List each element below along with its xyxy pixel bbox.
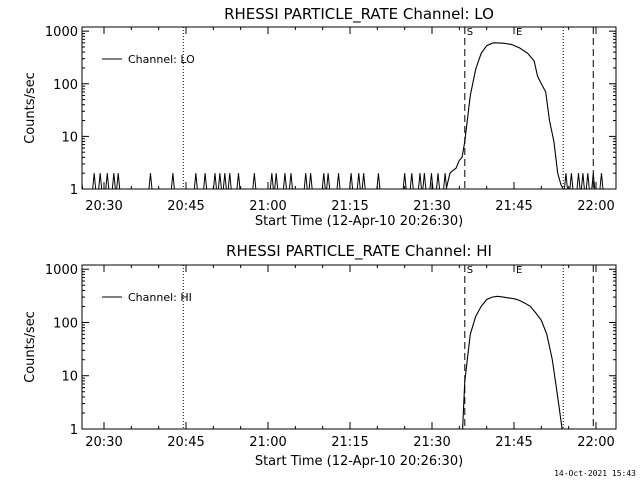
noise-spike <box>422 173 427 189</box>
marker-e: E <box>516 265 522 276</box>
noise-spike <box>599 173 604 189</box>
marker-e: E <box>516 27 522 38</box>
noise-spike <box>98 173 103 189</box>
y-tick-label: 1 <box>70 423 78 438</box>
y-tick-label: 100 <box>53 78 78 93</box>
noise-spike <box>376 173 381 189</box>
noise-spike <box>402 173 407 189</box>
chart-title: RHESSI PARTICLE_RATE Channel: LO <box>224 5 494 24</box>
x-tick-label: 21:30 <box>413 199 450 214</box>
noise-spike <box>269 173 274 189</box>
noise-spike <box>170 173 175 189</box>
legend-label: Channel: HI <box>128 291 192 304</box>
data-group <box>56 42 604 189</box>
legend-label: Channel: LO <box>128 53 195 66</box>
chart-panel-2: RHESSI PARTICLE_RATE Channel: HI 20:30 20:… <box>23 242 617 469</box>
x-tick-label: 20:30 <box>85 435 122 450</box>
plot-frame <box>81 26 617 190</box>
y-tick-label: 100 <box>53 316 78 331</box>
x-tick-label: 22:00 <box>577 435 614 450</box>
noise-spike <box>591 173 596 189</box>
y-tick-label: 1 <box>70 183 78 198</box>
noise-spike <box>227 173 232 189</box>
x-tick-label: 21:45 <box>495 199 532 214</box>
plot-frame <box>81 264 617 430</box>
noise-spike <box>361 173 366 189</box>
noise-spike <box>336 173 341 189</box>
x-tick-label: 21:00 <box>249 435 286 450</box>
noise-spike <box>417 173 422 189</box>
noise-spike <box>56 173 59 189</box>
marker-s: S <box>467 27 473 38</box>
noise-spike <box>60 173 63 189</box>
noise-spike <box>222 173 227 189</box>
x-tick-label: 22:00 <box>577 199 614 214</box>
y-tick-label: 1000 <box>45 263 78 278</box>
chart-title: RHESSI PARTICLE_RATE Channel: HI <box>226 242 492 261</box>
y-tick-label: 10 <box>61 130 78 145</box>
noise-spike <box>274 173 279 189</box>
x-axis-label: Start Time (12-Apr-10 20:26:30) <box>255 454 463 469</box>
noise-spike <box>217 173 222 189</box>
x-tick-label: 21:30 <box>413 435 450 450</box>
noise-spike <box>116 173 121 189</box>
x-tick-label: 21:15 <box>331 199 368 214</box>
noise-spike <box>409 173 414 189</box>
noise-spike <box>356 173 361 189</box>
noise-spike <box>111 173 116 189</box>
chart-panel-1: RHESSI PARTICLE_RATE Channel: LO 20:30 20:… <box>23 5 617 229</box>
x-tick-label: 20:45 <box>167 435 204 450</box>
noise-spike <box>580 173 585 189</box>
series-line-channel-hi <box>462 295 563 429</box>
x-tick-label: 21:45 <box>495 435 532 450</box>
noise-spike <box>282 173 287 189</box>
noise-spike <box>436 173 441 189</box>
y-tick-label: 1000 <box>45 25 78 40</box>
noise-spike <box>321 173 326 189</box>
noise-spike <box>303 173 308 189</box>
noise-spike <box>443 173 448 189</box>
noise-spike <box>193 173 198 189</box>
series-line-channel-lo <box>445 42 564 189</box>
noise-spike <box>585 173 590 189</box>
y-axis-label: Counts/sec <box>23 72 38 144</box>
x-axis-label: Start Time (12-Apr-10 20:26:30) <box>255 214 463 229</box>
noise-spike <box>576 173 581 189</box>
footer-timestamp: 14-Oct-2021 15:43 <box>554 469 636 478</box>
x-tick-label: 21:15 <box>331 435 368 450</box>
x-tick-label: 21:00 <box>249 199 286 214</box>
noise-spike <box>252 173 257 189</box>
noise-spike <box>326 173 331 189</box>
noise-spike <box>429 173 434 189</box>
marker-s: S <box>467 265 473 276</box>
noise-spike <box>569 173 574 189</box>
noise-spike <box>148 173 153 189</box>
y-axis-label: Counts/sec <box>23 311 38 383</box>
noise-spike <box>236 173 241 189</box>
data-group <box>462 295 563 429</box>
y-tick-label: 10 <box>61 370 78 385</box>
noise-spike <box>92 173 97 189</box>
noise-spike <box>308 173 313 189</box>
noise-spike <box>82 177 84 189</box>
noise-spike <box>288 173 293 189</box>
x-tick-label: 20:30 <box>85 199 122 214</box>
noise-spike <box>349 173 354 189</box>
noise-spike <box>105 173 110 189</box>
noise-spike <box>203 173 208 189</box>
noise-spike <box>212 173 217 189</box>
x-tick-label: 20:45 <box>167 199 204 214</box>
noise-spike <box>563 173 568 189</box>
